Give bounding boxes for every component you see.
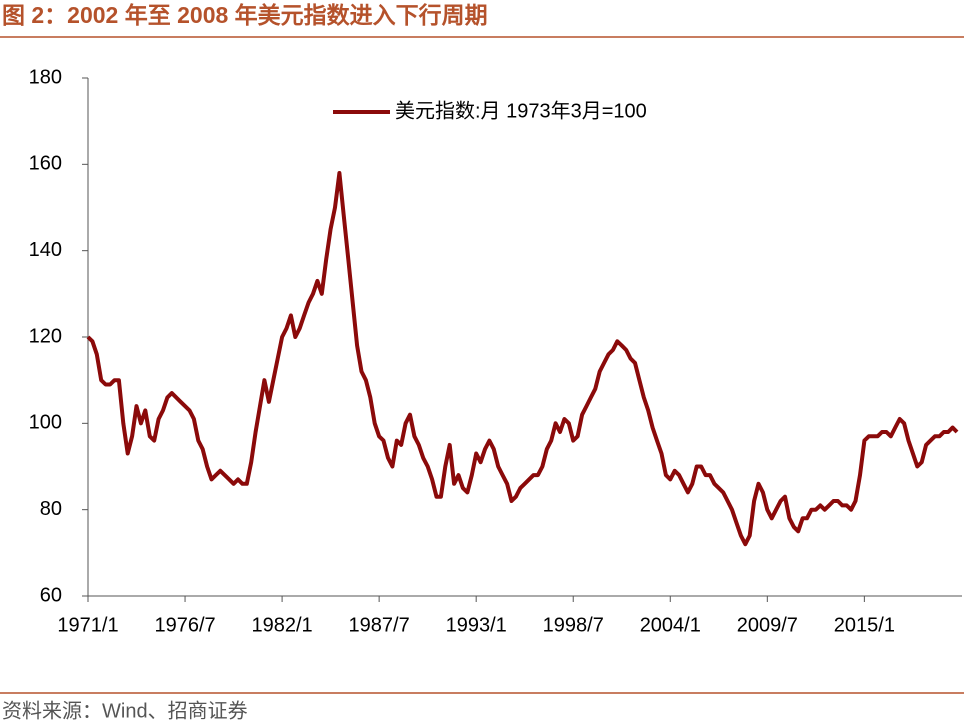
x-tick-label: 1993/1: [446, 614, 507, 636]
y-tick-label: 60: [40, 584, 62, 606]
y-tick-label: 80: [40, 498, 62, 520]
y-tick-label: 140: [29, 239, 62, 261]
x-tick-label: 1976/7: [154, 614, 215, 636]
y-tick-label: 120: [29, 325, 62, 347]
legend-label: 美元指数:月 1973年3月=100: [395, 99, 647, 122]
y-tick-label: 100: [29, 412, 62, 434]
source-note: 资料来源：Wind、招商证券: [2, 699, 248, 722]
figure-title: 图 2：2002 年至 2008 年美元指数进入下行周期: [2, 2, 488, 28]
x-tick-label: 1971/1: [57, 614, 118, 636]
x-tick-label: 1998/7: [543, 614, 604, 636]
x-tick-label: 2009/7: [737, 614, 798, 636]
y-tick-label: 160: [29, 153, 62, 175]
x-tick-label: 1987/7: [349, 614, 410, 636]
x-tick-label: 1982/1: [252, 614, 313, 636]
x-tick-label: 2004/1: [640, 614, 701, 636]
y-tick-label: 180: [29, 66, 62, 88]
x-tick-label: 2015/1: [834, 614, 895, 636]
data-line: [86, 171, 959, 547]
